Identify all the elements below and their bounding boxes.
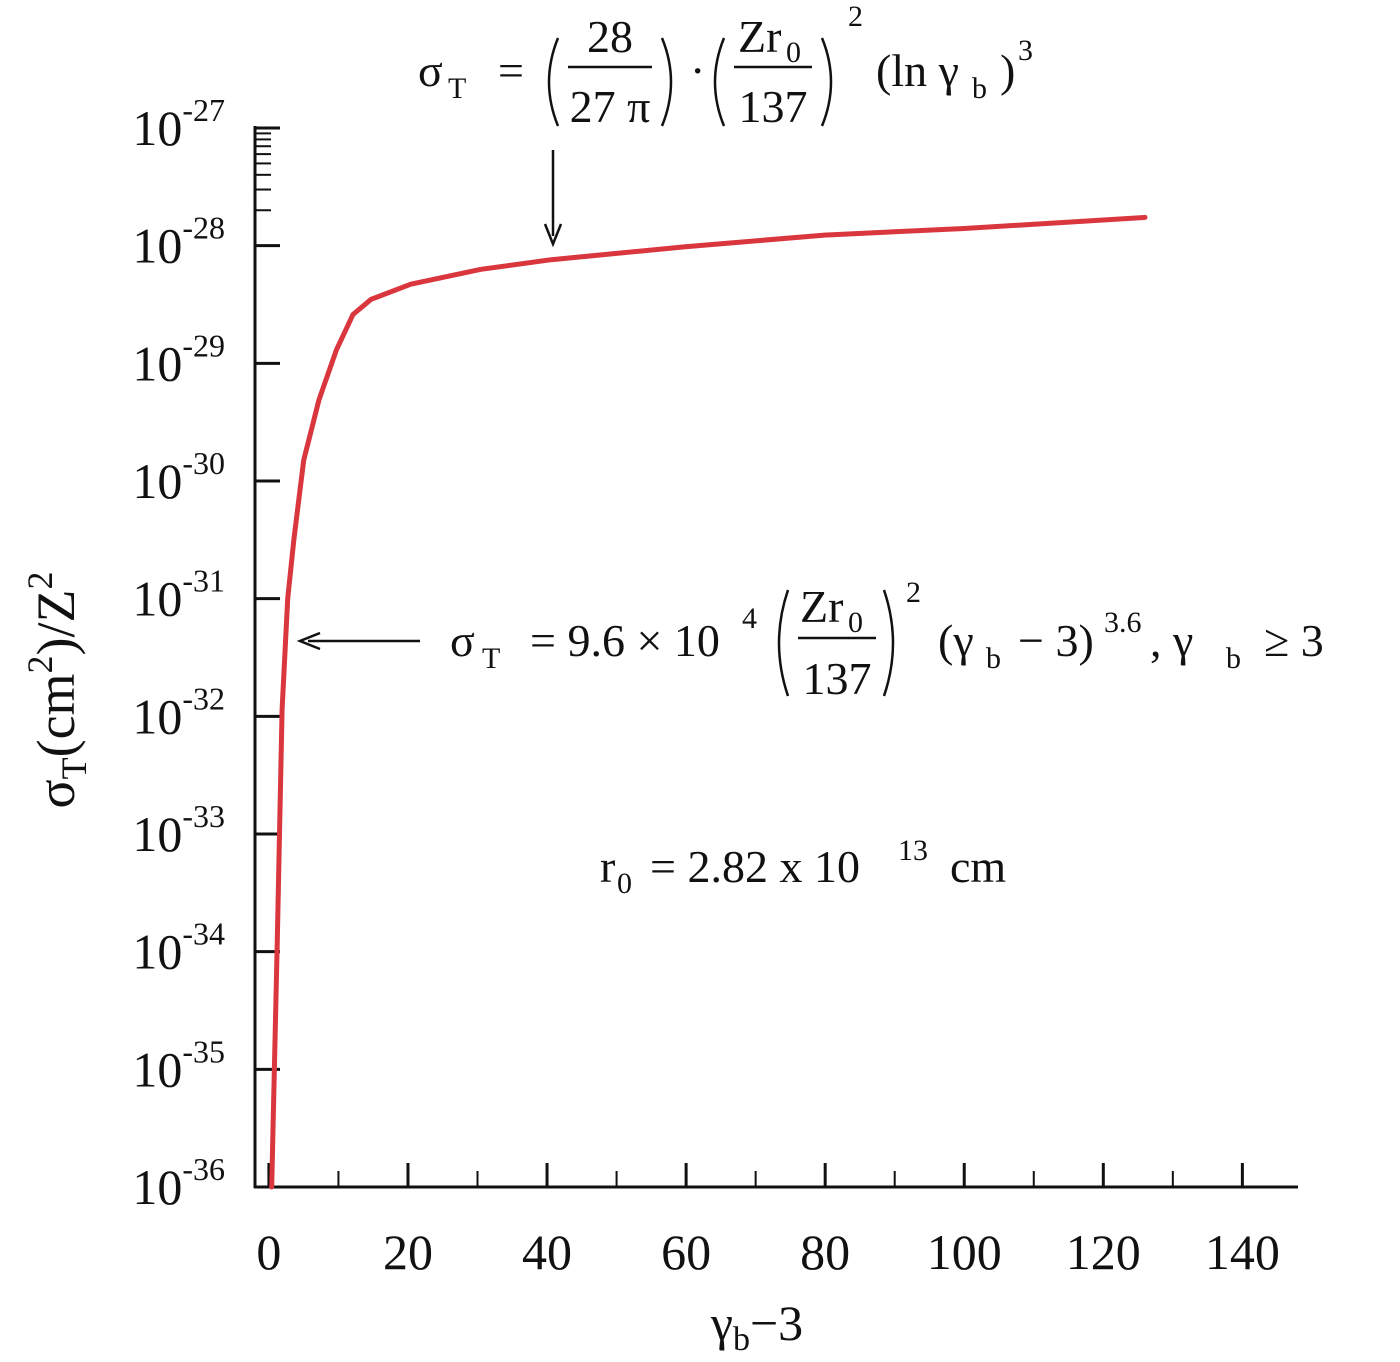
formula-text: Zr xyxy=(738,11,781,62)
paren xyxy=(777,589,790,697)
formula-text: T xyxy=(448,72,466,105)
formula-text: T xyxy=(482,642,500,675)
formula-text: 28 xyxy=(587,11,633,62)
x-tick-label: 60 xyxy=(661,1224,711,1280)
x-tick-label: 100 xyxy=(927,1224,1002,1280)
note-text: 0 xyxy=(617,867,632,900)
y-title-part: )/Z xyxy=(26,589,86,655)
note-text: cm xyxy=(950,841,1006,892)
y-title-part: 2 xyxy=(20,571,60,589)
formula-text: Zr xyxy=(800,581,843,632)
y-title-part: (cm xyxy=(26,673,86,757)
formula-text: b xyxy=(972,72,987,105)
formula-low: σ T = 9.6 × 10 4 Zr 0 137 2 (γ b − 3) 3.… xyxy=(450,576,1324,704)
formula-text: 27 π xyxy=(570,81,651,132)
x-title-part: γ xyxy=(710,1295,733,1351)
formula-text: b xyxy=(1226,642,1241,675)
paren xyxy=(820,37,833,127)
note-text: 13 xyxy=(898,834,928,867)
arrow xyxy=(543,150,563,248)
y-tick-label: 10-35 xyxy=(132,1033,225,1097)
paren xyxy=(660,37,673,127)
x-tick-label: 20 xyxy=(383,1224,433,1280)
arrow xyxy=(296,631,420,651)
paren xyxy=(547,37,560,127)
x-tick-label: 0 xyxy=(256,1224,281,1280)
formula-text: σ xyxy=(450,615,475,666)
formula-text: (γ xyxy=(938,615,974,666)
x-title-part: b xyxy=(733,1321,750,1358)
formula-text: σ xyxy=(418,45,443,96)
y-tick-label: 10-27 xyxy=(132,92,225,156)
y-tick-label: 10-29 xyxy=(132,327,225,391)
x-axis-title: γb−3 xyxy=(710,1295,803,1358)
x-tick-label: 40 xyxy=(522,1224,572,1280)
y-tick-label: 10-36 xyxy=(132,1151,225,1215)
note-text: = 2.82 x 10 xyxy=(650,841,860,892)
x-tick-label: 80 xyxy=(800,1224,850,1280)
y-title-part: T xyxy=(54,757,94,779)
formula-text: 2 xyxy=(906,576,921,609)
formula-text: ≥ 3 xyxy=(1264,615,1324,666)
formula-text: , γ xyxy=(1150,615,1193,666)
y-tick-label: 10-30 xyxy=(132,445,225,509)
formula-text: · xyxy=(690,45,705,96)
formula-text: − 3) xyxy=(1018,615,1094,666)
paren xyxy=(713,37,726,127)
formula-text: 0 xyxy=(786,36,801,69)
formula-text: 0 xyxy=(848,606,863,639)
y-tick-label: 10-28 xyxy=(132,210,225,274)
formula-text: ) xyxy=(1000,45,1015,96)
formula-text: 2 xyxy=(848,0,863,33)
y-tick-label: 10-34 xyxy=(132,916,225,980)
x-tick-label: 140 xyxy=(1205,1224,1280,1280)
formula-text: 137 xyxy=(803,653,872,704)
formula-text: b xyxy=(986,642,1001,675)
x-title-part: −3 xyxy=(750,1295,803,1351)
formula-text: 3.6 xyxy=(1104,606,1142,639)
y-title-part: σ xyxy=(26,779,86,808)
formula-text: 137 xyxy=(739,81,808,132)
y-tick-label: 10-33 xyxy=(132,798,225,862)
data-line xyxy=(269,214,1148,1190)
formula-text: 4 xyxy=(742,602,757,635)
formula-text: (ln γ xyxy=(876,45,959,96)
constant-note: r 0 = 2.82 x 10 13 cm xyxy=(600,834,1006,900)
formula-text: = xyxy=(498,45,524,96)
note-text: r xyxy=(600,841,615,892)
paren xyxy=(882,589,895,697)
y-title-part: 2 xyxy=(20,655,60,673)
formula-high: σ T = 28 27 π · Zr 0 137 2 (ln γ b ) 3 xyxy=(418,0,1033,132)
y-tick-label: 10-31 xyxy=(132,563,225,627)
x-tick-label: 120 xyxy=(1066,1224,1141,1280)
y-tick-label: 10-32 xyxy=(132,680,225,744)
formula-text: 3 xyxy=(1018,34,1033,67)
formula-text: = 9.6 × 10 xyxy=(530,615,720,666)
y-axis-title: σT(cm2)/Z2 xyxy=(20,571,94,808)
